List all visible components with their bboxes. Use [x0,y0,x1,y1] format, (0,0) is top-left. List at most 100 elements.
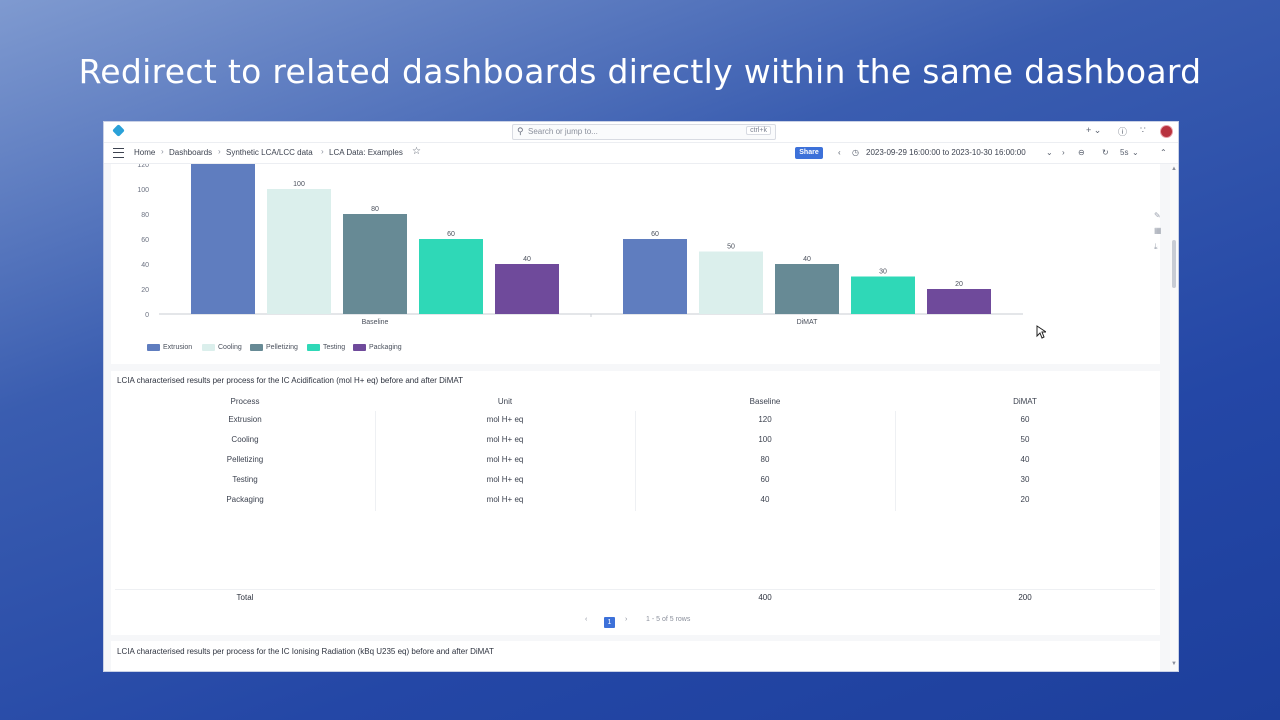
panel-title[interactable]: LCIA characterised results per process f… [117,647,494,656]
column-divider [375,451,376,471]
legend-item-testing[interactable]: Testing [307,344,345,354]
x-category-label: DiMAT [797,319,819,326]
search-input[interactable]: ⚲ Search or jump to... ctrl+k [512,124,776,140]
column-header-baseline[interactable]: Baseline [749,397,781,406]
legend-label: Pelletizing [266,344,298,351]
zoom-out-icon[interactable]: ⊖ [1078,148,1085,157]
breadcrumb-separator-icon: › [218,147,221,156]
table-row: Cooling mol H+ eq 100 50 [115,431,1155,451]
grafana-logo-icon[interactable] [112,124,125,137]
bar-pelletizing-dimat [775,264,839,314]
menu-icon[interactable] [113,148,124,158]
cell-unit: mol H+ eq [486,455,524,464]
y-tick-label: 120 [137,164,149,169]
time-range-picker[interactable]: 2023-09-29 16:00:00 to 2023-10-30 16:00:… [866,148,1026,157]
table-row: Pelletizing mol H+ eq 80 40 [115,451,1155,471]
pager-page-1[interactable]: 1 [604,617,615,628]
cell-dimat: 50 [1020,435,1030,444]
chevron-down-icon[interactable]: ⌄ [1046,148,1053,157]
breadcrumb-home[interactable]: Home [134,148,156,157]
breadcrumb-dashboards[interactable]: Dashboards [169,148,213,157]
cell-unit: mol H+ eq [486,435,524,444]
scrollbar[interactable]: ▲ ▼ [1170,164,1178,671]
panel-table-icon[interactable]: ▦ [1154,226,1162,235]
search-icon: ⚲ [517,126,524,136]
pager-next-icon[interactable]: › [625,616,628,623]
cell-process: Pelletizing [226,455,264,464]
legend-label: Testing [323,344,346,351]
column-divider [895,491,896,511]
column-divider [635,471,636,491]
breadcrumb-separator-icon: › [321,147,324,156]
pager-prev-icon[interactable]: ‹ [585,616,588,623]
column-header-dimat[interactable]: DiMAT [1013,397,1037,406]
legend-item-cooling[interactable]: Cooling [202,344,242,354]
clock-icon: ◷ [852,148,859,157]
scroll-up-icon[interactable]: ▲ [1171,166,1177,172]
column-header-unit[interactable]: Unit [497,397,513,406]
table-row: Packaging mol H+ eq 40 20 [115,491,1155,511]
table-row: Extrusion mol H+ eq 120 60 [115,411,1155,431]
legend-swatch [307,344,320,351]
dashboard-content: 020406080100120120100806040Baseline60504… [104,164,1170,671]
cell-process: Testing [232,475,258,484]
legend-item-pelletizing[interactable]: Pelletizing [250,344,298,354]
cell-process: Cooling [231,435,259,444]
time-forward-icon[interactable]: › [1062,148,1065,157]
total-dimat: 200 [1018,593,1032,602]
cell-baseline: 40 [760,495,770,504]
search-shortcut: ctrl+k [746,126,771,135]
cell-unit: mol H+ eq [486,415,524,424]
scroll-thumb[interactable] [1172,240,1176,288]
pager-rows-info: 1 - 5 of 5 rows [646,616,691,623]
legend-item-packaging[interactable]: Packaging [353,344,402,354]
table-row: Testing mol H+ eq 60 30 [115,471,1155,491]
legend-swatch [147,344,160,351]
download-icon[interactable]: ⤓ [1154,242,1158,251]
help-icon[interactable]: ⓘ [1118,127,1128,137]
scroll-down-icon[interactable]: ▼ [1171,661,1177,667]
bar-chart: 020406080100120120100806040Baseline60504… [137,164,1023,326]
total-label: Total [236,593,254,602]
legend-swatch [202,344,215,351]
share-button[interactable]: Share [795,147,823,159]
cell-unit: mol H+ eq [486,475,524,484]
column-divider [635,411,636,431]
refresh-icon[interactable]: ↻ [1102,148,1109,157]
cell-dimat: 40 [1020,455,1030,464]
bar-pelletizing-baseline [343,214,407,314]
legend-item-extrusion[interactable]: Extrusion [147,344,192,354]
bar-testing-baseline [419,239,483,314]
y-tick-label: 0 [145,312,149,319]
avatar[interactable] [1160,125,1173,138]
chevron-down-icon[interactable]: ⌄ [1132,148,1139,157]
cell-dimat: 20 [1020,495,1030,504]
time-back-icon[interactable]: ‹ [838,148,841,157]
star-icon[interactable]: ☆ [412,146,421,157]
rss-icon[interactable]: ∵ [1140,125,1146,135]
y-tick-label: 40 [141,262,149,269]
total-divider [115,589,1155,590]
refresh-interval[interactable]: 5s [1120,148,1129,157]
panel-title[interactable]: LCIA characterised results per process f… [117,376,463,385]
plus-icon[interactable]: + ⌄ [1086,125,1102,135]
bar-extrusion-dimat [623,239,687,314]
cell-process: Packaging [226,495,264,504]
bar-testing-dimat [851,276,915,314]
breadcrumb-dashboard: LCA Data: Examples [329,148,403,157]
panel-edit-icon[interactable]: ✎ [1154,211,1161,220]
x-category-label: Baseline [362,319,389,326]
bar-chart-panel: 020406080100120120100806040Baseline60504… [111,164,1162,364]
collapse-icon[interactable]: ⌃ [1160,148,1167,157]
column-divider [375,471,376,491]
bar-value-label: 30 [879,269,887,276]
bar-value-label: 100 [293,181,305,188]
column-header-process[interactable]: Process [230,397,260,406]
breadcrumb-folder[interactable]: Synthetic LCA/LCC data [226,148,313,157]
column-divider [375,431,376,451]
cell-baseline: 80 [760,455,770,464]
legend-swatch [250,344,263,351]
bar-value-label: 40 [803,256,811,263]
bar-value-label: 60 [447,231,455,238]
column-divider [635,451,636,471]
